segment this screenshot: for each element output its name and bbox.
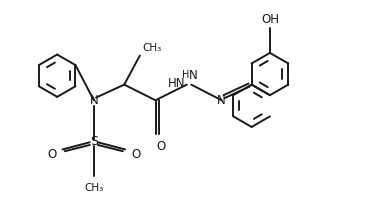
Text: OH: OH — [262, 13, 280, 26]
Text: N: N — [217, 93, 226, 106]
Text: N: N — [89, 93, 98, 106]
Text: O: O — [156, 139, 166, 152]
Text: CH₃: CH₃ — [142, 43, 161, 53]
Text: H: H — [182, 70, 190, 80]
Text: O: O — [47, 147, 56, 160]
Text: CH₃: CH₃ — [84, 182, 103, 192]
Text: N: N — [188, 69, 197, 82]
Text: S: S — [90, 134, 98, 147]
Text: HN: HN — [168, 76, 185, 89]
Text: O: O — [131, 147, 140, 160]
